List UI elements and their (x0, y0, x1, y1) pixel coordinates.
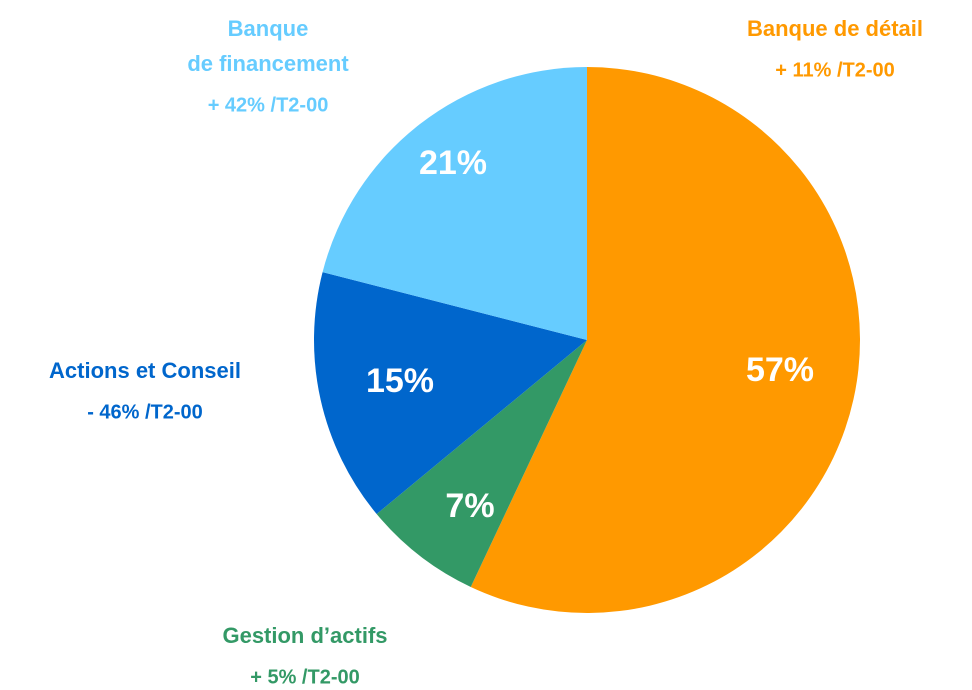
change-label: + 5% /T2-00 (250, 666, 360, 688)
category-label: Gestion d’actifs (222, 623, 387, 648)
change-label: + 42% /T2-00 (208, 94, 329, 116)
pie-slice (470, 67, 860, 613)
change-label: + 11% /T2-00 (775, 59, 895, 81)
category-label: Banque (228, 16, 309, 41)
value-label: 21% (419, 144, 487, 182)
pie-slice (314, 272, 587, 515)
category-label: Banque de détail (747, 16, 923, 41)
value-label: 57% (746, 351, 814, 389)
change-label: - 46% /T2-00 (87, 401, 203, 423)
pie-slice (322, 67, 587, 340)
pie-slice (376, 340, 587, 588)
value-label: 15% (366, 362, 434, 400)
category-label: de financement (187, 51, 349, 76)
category-label: Actions et Conseil (49, 358, 241, 383)
value-label: 7% (445, 487, 494, 525)
